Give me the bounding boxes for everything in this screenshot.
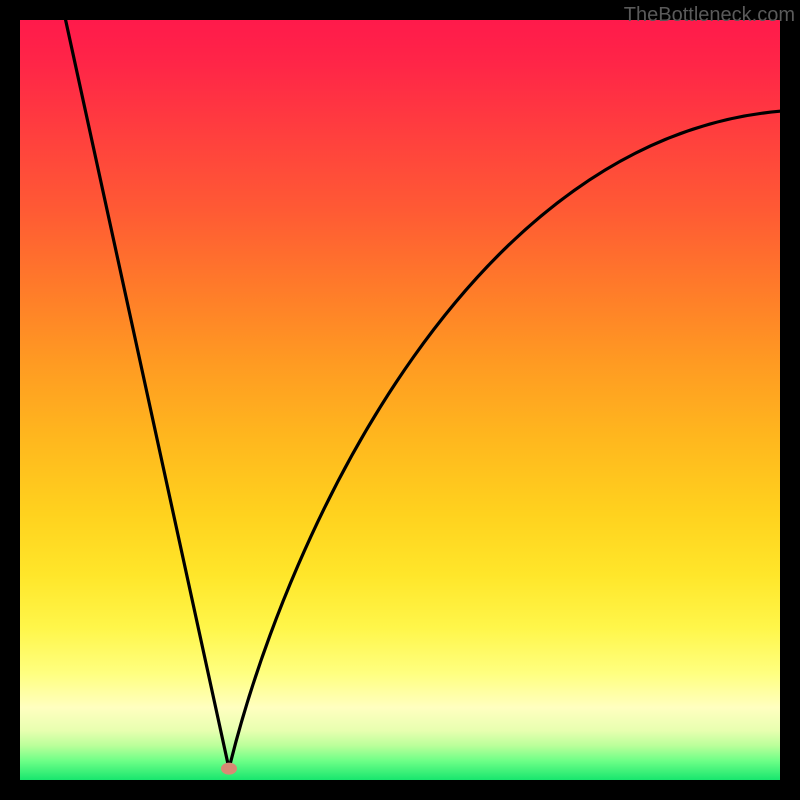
optimal-point-marker	[221, 763, 237, 775]
attribution-label: TheBottleneck.com	[624, 4, 795, 27]
plot-background	[20, 20, 780, 780]
bottleneck-chart	[0, 0, 800, 800]
chart-frame: TheBottleneck.com	[0, 0, 800, 800]
